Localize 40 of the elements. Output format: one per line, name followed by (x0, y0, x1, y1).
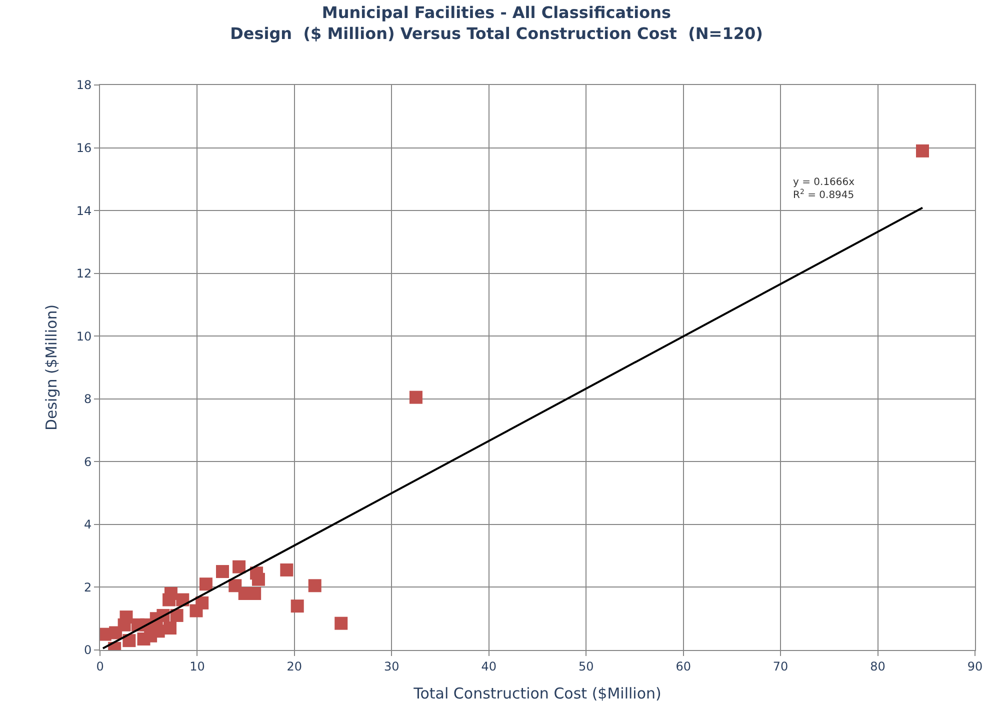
point (308, 579, 322, 592)
point (216, 565, 229, 578)
x-axis-title: Total Construction Cost ($Million) (412, 684, 662, 702)
point (250, 566, 264, 580)
y-tick-label: 4 (84, 518, 92, 532)
y-tick-label: 6 (84, 454, 92, 469)
x-tick-label: 70 (772, 659, 788, 674)
point (199, 578, 212, 591)
point (122, 634, 136, 648)
point (290, 600, 304, 613)
y-axis-title: Design ($Million) (42, 304, 61, 431)
x-tick-label: 10 (190, 659, 205, 674)
y-tick-label: 8 (84, 392, 92, 406)
x-tick-label: 20 (286, 659, 302, 674)
annotation: y = 0.1666x R$^{2}$ = 0.8945 (793, 177, 855, 201)
x-tick-label: 60 (676, 659, 691, 674)
point (334, 616, 348, 630)
x-tick-label: 50 (578, 659, 594, 674)
x-tick-label: 30 (384, 659, 400, 674)
y-tick-label: 14 (76, 204, 92, 218)
y-tick-label: 10 (76, 329, 92, 344)
point (190, 604, 203, 618)
y-tick-label: 16 (76, 140, 92, 155)
y-tick-label: 12 (76, 266, 92, 281)
point (228, 579, 242, 592)
y-tick-label: 18 (76, 78, 92, 92)
chart-title: Municipal Facilities - All Classifications Design ($ Million) Versus Total Construction Cost (N=120) (230, 3, 763, 43)
point (162, 593, 176, 606)
y-tick-label: 2 (84, 580, 92, 594)
x-tick-label: 0 (96, 659, 104, 674)
y-tick-label: 0 (84, 643, 92, 658)
point (916, 144, 929, 158)
x-tick-label: 80 (870, 659, 886, 674)
x-tick-label: 40 (481, 659, 497, 674)
point (280, 563, 294, 576)
point (409, 390, 422, 404)
point (137, 632, 150, 646)
x-tick-label: 90 (967, 659, 983, 674)
point (170, 608, 184, 622)
point (232, 560, 246, 574)
